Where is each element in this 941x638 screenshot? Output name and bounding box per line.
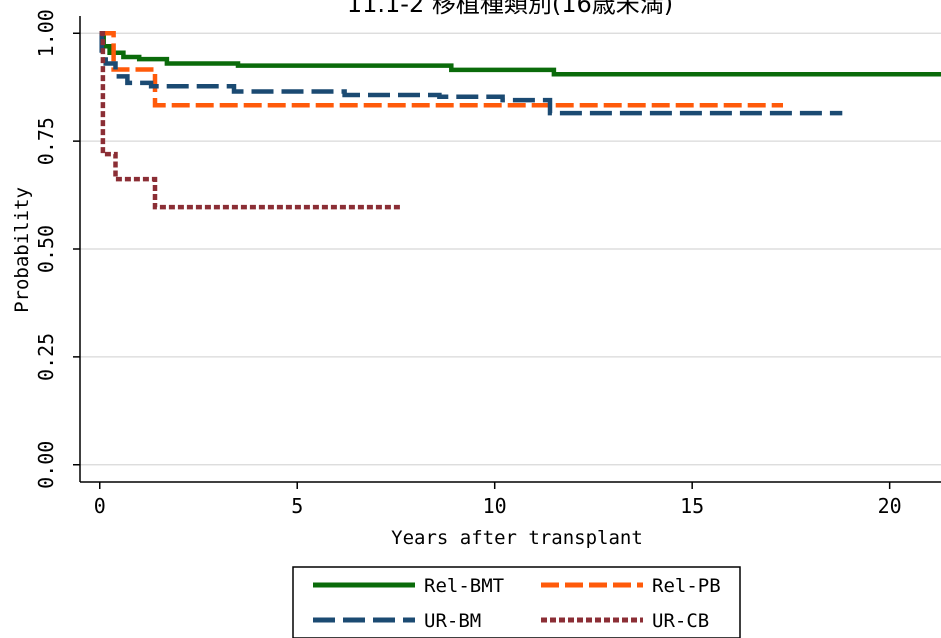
y-tick-label-0: 0.00 [34, 441, 58, 489]
series-line-ur-cb [99, 31, 400, 210]
x-axis-title: Years after transplant [391, 527, 643, 549]
chart-title: 11.1-2 移植種類別(16歳未満) [347, 0, 673, 18]
legend-label-ur-cb: UR-CB [652, 610, 709, 632]
legend: Rel-BMT Rel-PB UR-BM UR-CB [292, 566, 741, 638]
y-axis-ticks: 0.00 0.25 0.50 0.75 1.00 [34, 9, 80, 489]
legend-label-rel-bmt: Rel-BMT [424, 575, 504, 597]
y-tick-label-1: 0.25 [34, 333, 58, 381]
x-axis-ticks: 0 5 10 15 20 [94, 482, 902, 518]
y-axis-title: Probability [11, 187, 33, 313]
legend-label-rel-pb: Rel-PB [652, 575, 721, 597]
gridlines [80, 32, 941, 466]
x-tick-label-1: 5 [291, 494, 303, 518]
y-tick-label-3: 0.75 [34, 117, 58, 165]
series-line-rel-bmt [99, 31, 941, 77]
x-tick-label-3: 15 [680, 494, 704, 518]
y-tick-label-2: 0.50 [34, 225, 58, 273]
x-tick-label-0: 0 [94, 494, 106, 518]
x-tick-label-2: 10 [483, 494, 507, 518]
x-tick-label-4: 20 [878, 494, 902, 518]
legend-box [292, 566, 741, 638]
series-line-rel-pb [99, 31, 783, 108]
series-lines [99, 31, 941, 210]
series-line-ur-bm [99, 31, 843, 116]
legend-label-ur-bm: UR-BM [424, 610, 481, 632]
y-tick-label-4: 1.00 [34, 9, 58, 57]
